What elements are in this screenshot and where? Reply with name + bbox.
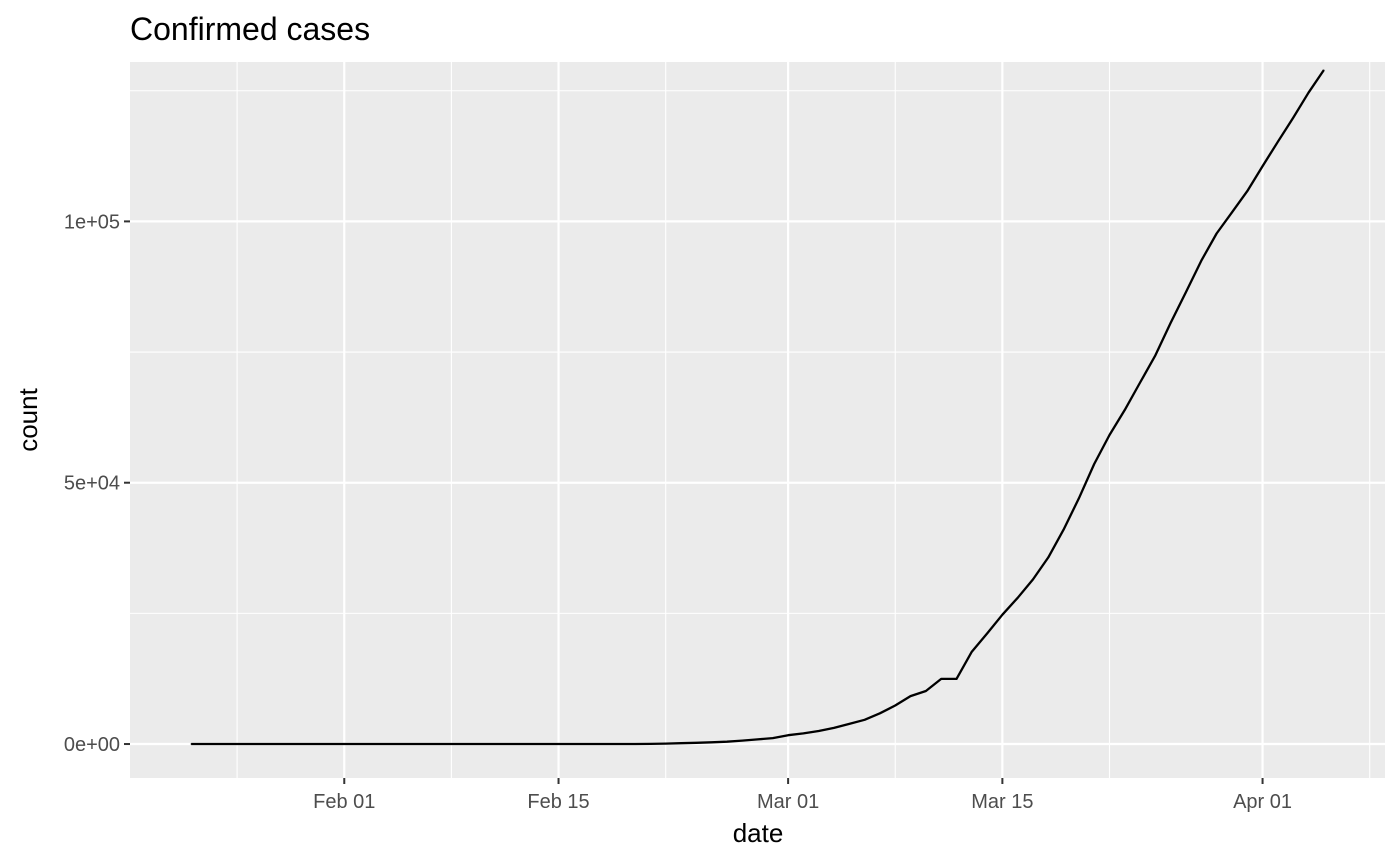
- data-point: [603, 743, 606, 745]
- x-tick-label: Feb 15: [527, 791, 589, 813]
- data-point: [955, 678, 958, 680]
- data-point: [971, 651, 973, 653]
- data-point: [741, 740, 743, 742]
- data-point: [251, 743, 253, 745]
- data-point: [313, 743, 315, 745]
- data-point: [1200, 260, 1202, 262]
- data-point: [573, 743, 575, 745]
- data-point: [909, 695, 912, 697]
- x-tick-label: Mar 01: [757, 791, 819, 813]
- data-point: [450, 743, 452, 745]
- y-tick-label: 5e+04: [64, 473, 120, 495]
- minor-gridlines: [130, 62, 1385, 778]
- data-point: [756, 738, 759, 741]
- series-points: [190, 69, 1325, 745]
- data-point: [1277, 141, 1279, 143]
- data-point: [772, 737, 774, 739]
- x-axis-title: date: [733, 818, 784, 848]
- plot-panel: [130, 62, 1385, 778]
- data-point: [343, 743, 345, 745]
- data-point: [818, 730, 820, 732]
- data-point: [680, 742, 682, 744]
- data-point: [1246, 190, 1248, 192]
- x-tick-label: Mar 15: [971, 791, 1033, 813]
- data-point: [1078, 497, 1080, 499]
- data-point: [665, 743, 667, 745]
- y-axis-title: count: [13, 387, 43, 451]
- data-point: [1001, 614, 1004, 616]
- data-point: [619, 743, 621, 745]
- data-point: [711, 741, 713, 743]
- data-point: [1231, 211, 1233, 213]
- data-point: [1032, 578, 1034, 581]
- chart-title: Confirmed cases: [130, 11, 370, 47]
- data-point: [190, 743, 192, 745]
- data-point: [404, 743, 407, 745]
- data-point: [1323, 69, 1325, 71]
- data-point: [481, 743, 483, 745]
- y-tick-label: 1e+05: [64, 211, 120, 233]
- data-point: [267, 743, 269, 745]
- data-point: [634, 743, 636, 745]
- data-point: [435, 743, 437, 745]
- data-point: [833, 727, 835, 729]
- data-point: [864, 719, 866, 721]
- data-point: [726, 741, 728, 743]
- data-point: [848, 723, 850, 725]
- data-point: [894, 704, 896, 707]
- y-tick-label: 0e+00: [64, 734, 120, 756]
- data-point: [496, 743, 498, 745]
- data-point: [1170, 322, 1172, 324]
- data-point: [297, 743, 299, 745]
- major-gridlines: [130, 62, 1385, 778]
- data-point: [1216, 232, 1218, 235]
- data-point: [527, 743, 529, 745]
- data-point: [787, 734, 789, 736]
- data-point: [1185, 291, 1187, 293]
- data-point: [1063, 529, 1065, 531]
- data-point: [511, 743, 514, 745]
- x-axis: Feb 01 Feb 15 Mar 01 Mar 15 Apr 01: [313, 778, 1292, 813]
- data-point: [542, 743, 544, 745]
- data-point: [1262, 165, 1264, 167]
- data-point: [389, 743, 391, 745]
- data-point: [236, 743, 238, 745]
- data-point: [649, 743, 652, 745]
- data-point: [1108, 434, 1111, 436]
- y-axis: 0e+00 5e+04 1e+05: [64, 211, 130, 756]
- data-point: [466, 743, 468, 745]
- data-point: [802, 732, 805, 735]
- data-point: [557, 743, 560, 745]
- data-point: [879, 712, 881, 714]
- x-tick-label: Feb 01: [313, 791, 375, 813]
- data-point: [940, 678, 942, 680]
- x-tick-label: Apr 01: [1233, 791, 1292, 813]
- data-point: [925, 690, 927, 692]
- data-point: [1292, 117, 1294, 119]
- data-point: [1139, 381, 1141, 384]
- data-point: [986, 632, 988, 635]
- data-point: [588, 743, 590, 745]
- data-point: [420, 743, 422, 745]
- data-point: [1307, 92, 1310, 94]
- data-point: [1093, 463, 1095, 465]
- data-point: [1124, 409, 1126, 411]
- data-point: [221, 743, 223, 745]
- data-point: [282, 743, 284, 745]
- data-point: [695, 742, 697, 744]
- data-point: [1047, 556, 1049, 559]
- data-point: [359, 743, 361, 745]
- data-point: [374, 743, 376, 745]
- series-layer: [190, 69, 1325, 746]
- data-point: [1154, 354, 1156, 356]
- data-point: [328, 743, 330, 745]
- data-point: [205, 743, 208, 745]
- data-point: [1017, 597, 1019, 599]
